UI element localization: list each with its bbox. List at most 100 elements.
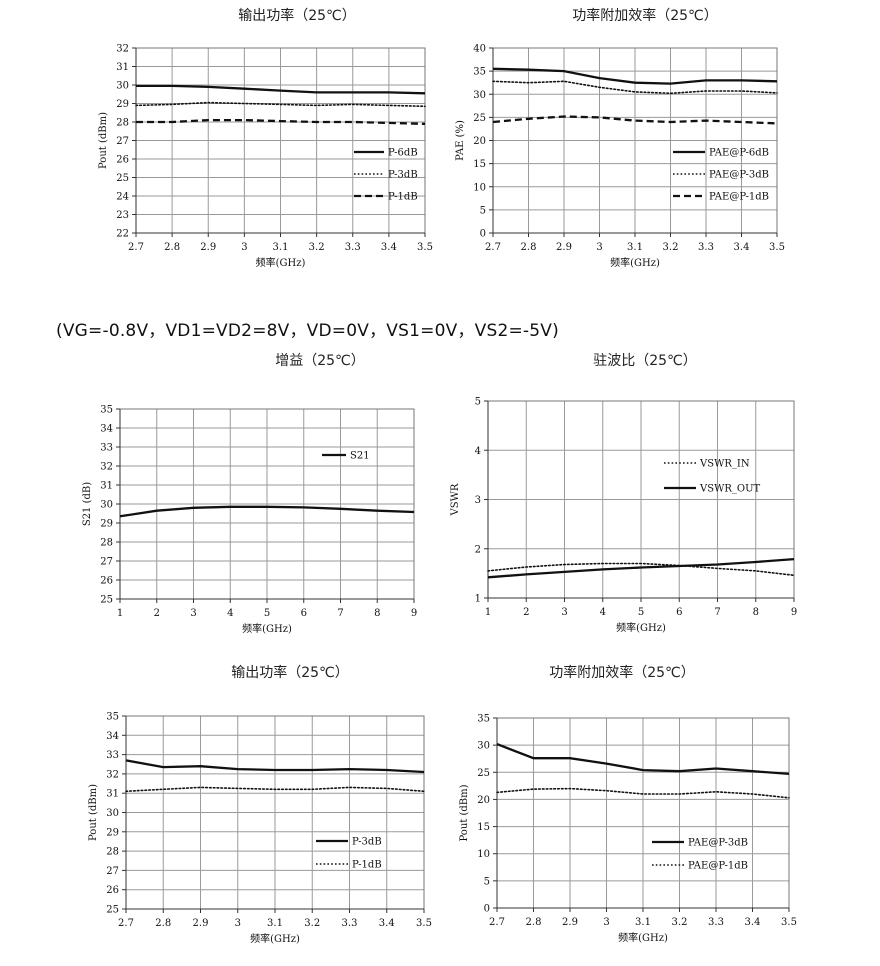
x-tick-label: 3.5: [417, 242, 433, 253]
x-tick-label: 3.3: [708, 917, 724, 928]
x-tick-label: 2.8: [155, 918, 171, 929]
x-tick-label: 3.3: [345, 242, 361, 253]
x-tick-label: 3.1: [635, 917, 651, 928]
pae-chart-top: 功率附加效率（25℃） 0 5 10 15 20 25 30 35 40 2.7 2.8 2.9 3 3.1…: [455, 7, 785, 269]
series-line-p-6db: [136, 84, 426, 95]
legend-label: PAE@P-3dB: [709, 170, 769, 181]
y-tick-label: 29: [100, 519, 113, 530]
y-tick-label: 40: [473, 44, 486, 55]
y-axis-label: Pout (dBm): [459, 784, 470, 841]
y-tick-label: 0: [484, 904, 490, 915]
x-axis-label: 频率(GHz): [250, 932, 300, 945]
x-tick-label: 2.8: [164, 242, 180, 253]
y-tick-label: 35: [106, 712, 119, 723]
y-tick-label: 25: [100, 595, 113, 606]
y-tick-label: 1: [475, 594, 481, 605]
x-tick-label: 3.1: [273, 242, 289, 253]
x-tick-label: 3.1: [627, 242, 643, 253]
x-tick-label: 3.5: [781, 917, 797, 928]
y-tick-label: 5: [480, 205, 486, 216]
chart-title: 驻波比（25℃）: [593, 353, 697, 369]
y-tick-label: 30: [477, 741, 490, 752]
x-tick-label: 3.2: [304, 918, 320, 929]
y-tick-label: 27: [116, 136, 129, 147]
y-tick-label: 30: [106, 808, 119, 819]
y-axis-label: PAE (%): [455, 120, 466, 161]
x-tick-label: 1: [117, 608, 123, 619]
x-tick-label: 3.4: [379, 918, 395, 929]
y-tick-label: 26: [116, 155, 129, 166]
series-line-p-3db: [125, 759, 425, 774]
x-tick-label: 5: [264, 608, 270, 619]
y-tick-label: 26: [106, 885, 119, 896]
x-tick-label: 2.9: [193, 918, 209, 929]
legend-label: PAE@P-1dB: [709, 192, 769, 203]
y-tick-label: 31: [100, 481, 113, 492]
y-tick-label: 25: [473, 113, 486, 124]
vswr-chart: 驻波比（25℃） 1 2 3 4 5 1 2 3 4 5 6 7 8 9 频率(GHz) VSWR VSWR_IN…: [450, 353, 797, 634]
series-line-pae-p-1db: [496, 787, 790, 799]
legend-label: P-3dB: [352, 837, 382, 848]
x-tick-label: 9: [411, 608, 417, 619]
x-tick-label: 8: [374, 608, 380, 619]
y-tick-label: 32: [100, 462, 113, 473]
y-tick-label: 32: [116, 44, 129, 55]
y-tick-label: 28: [100, 538, 113, 549]
series-line-pae-p-6db: [492, 67, 778, 85]
legend-label: S21: [350, 451, 370, 462]
x-tick-label: 3: [241, 242, 247, 253]
y-tick-label: 23: [116, 210, 129, 221]
series-line-vswr-in: [487, 562, 795, 577]
x-tick-label: 2.7: [128, 242, 144, 253]
y-tick-label: 30: [100, 500, 113, 511]
series-line-p-1db: [136, 118, 426, 126]
y-axis-label: Pout (dBm): [98, 112, 109, 169]
y-tick-label: 15: [473, 159, 486, 170]
y-tick-label: 0: [480, 229, 486, 240]
x-tick-label: 3.2: [309, 242, 325, 253]
y-tick-label: 35: [473, 67, 486, 78]
x-tick-label: 2.7: [118, 918, 134, 929]
x-tick-label: 3.5: [416, 918, 432, 929]
y-tick-label: 3: [475, 495, 481, 506]
y-tick-label: 31: [106, 789, 119, 800]
y-tick-label: 29: [106, 827, 119, 838]
y-tick-label: 5: [484, 876, 490, 887]
x-tick-label: 3.1: [267, 918, 283, 929]
x-tick-label: 2.9: [556, 242, 572, 253]
legend-label: PAE@P-1dB: [688, 861, 748, 872]
series-line-vswr-out: [487, 557, 795, 579]
x-tick-label: 4: [227, 608, 233, 619]
y-tick-label: 25: [106, 905, 119, 916]
series-line-pae-p-3db: [496, 743, 790, 776]
x-tick-label: 2.7: [485, 242, 501, 253]
y-tick-label: 5: [475, 397, 481, 408]
y-tick-label: 24: [116, 192, 129, 203]
y-tick-label: 2: [475, 544, 481, 555]
y-tick-label: 28: [116, 118, 129, 129]
x-tick-label: 3.3: [342, 918, 358, 929]
x-tick-label: 8: [753, 607, 759, 618]
y-tick-label: 35: [477, 714, 490, 725]
y-axis-label: VSWR: [450, 483, 461, 516]
series-line-pae-p-1db: [492, 115, 778, 125]
y-tick-label: 10: [477, 849, 490, 860]
series-line-p-1db: [125, 786, 425, 793]
x-tick-label: 3.4: [381, 242, 397, 253]
x-tick-label: 2.7: [489, 917, 505, 928]
x-tick-label: 2.8: [521, 242, 537, 253]
y-tick-label: 35: [100, 405, 113, 416]
series-line-pae-p-3db: [492, 80, 778, 95]
x-tick-label: 3.2: [663, 242, 679, 253]
chart-title: 输出功率（25℃）: [238, 7, 356, 24]
x-tick-label: 3: [603, 917, 609, 928]
x-tick-label: 2: [154, 608, 160, 619]
x-axis-label: 频率(GHz): [616, 621, 666, 634]
legend-label: VSWR_IN: [699, 459, 750, 470]
x-tick-label: 7: [337, 608, 343, 619]
x-tick-label: 3.3: [698, 242, 714, 253]
x-tick-label: 3: [190, 608, 196, 619]
legend-label: P-6dB: [388, 148, 418, 159]
x-tick-label: 2.9: [200, 242, 216, 253]
